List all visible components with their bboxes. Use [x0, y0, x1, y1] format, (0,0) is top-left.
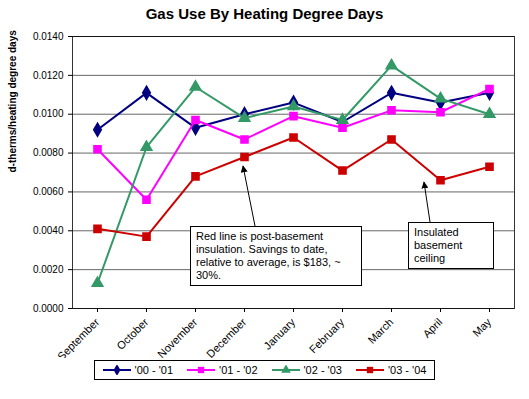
html-text:'01 - '02: '01 - '02 — [219, 364, 258, 376]
svg-text:November: November — [155, 316, 200, 358]
svg-text:February: February — [307, 315, 347, 355]
html-text:Insulated basement ceiling: Insulated basement ceiling — [414, 226, 463, 264]
html-text:Gas Use By Heating Degree Days: Gas Use By Heating Degree Days — [145, 5, 384, 22]
html-text:Red line is post-basement insu: Red line is post-basement insulation. Sa… — [196, 230, 341, 281]
svg-text:0.0120: 0.0120 — [33, 70, 64, 81]
svg-text:d-therms/heating degree days: d-therms/heating degree days — [7, 30, 18, 173]
svg-text:0.0080: 0.0080 — [33, 147, 64, 158]
html-text:'02 - '03: '02 - '03 — [303, 364, 342, 376]
svg-text:0.0020: 0.0020 — [33, 264, 64, 275]
svg-text:March: March — [365, 316, 395, 346]
svg-text:0.0000: 0.0000 — [33, 303, 64, 314]
svg-text:May: May — [470, 315, 494, 339]
html-text:'00 - '01: '00 - '01 — [134, 364, 173, 376]
svg-text:October: October — [114, 316, 150, 352]
html-text:'03 - '04: '03 - '04 — [388, 364, 427, 376]
svg-text:April: April — [420, 316, 444, 340]
svg-text:December: December — [204, 316, 249, 358]
svg-text:September: September — [55, 316, 102, 358]
svg-text:0.0100: 0.0100 — [33, 108, 64, 119]
svg-text:January: January — [261, 315, 298, 352]
svg-text:0.0040: 0.0040 — [33, 225, 64, 236]
svg-text:0.0060: 0.0060 — [33, 186, 64, 197]
svg-text:0.0140: 0.0140 — [33, 31, 64, 42]
